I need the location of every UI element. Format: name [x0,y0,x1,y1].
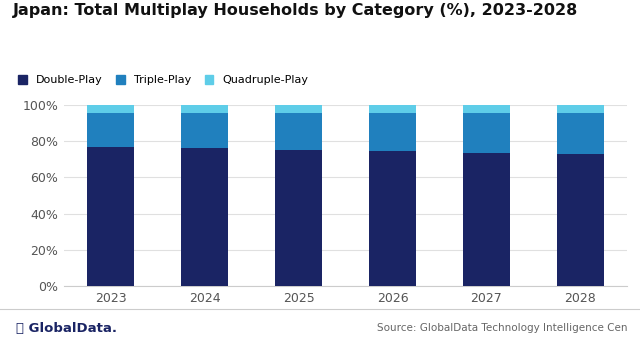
Text: Japan: Total Multiplay Households by Category (%), 2023-2028: Japan: Total Multiplay Households by Cat… [13,3,578,18]
Bar [369,151,416,286]
Bar [275,149,322,286]
Bar [557,105,604,113]
Bar [181,148,228,286]
Bar [88,147,134,286]
Bar [463,153,510,286]
Legend: Double-Play, Triple-Play, Quadruple-Play: Double-Play, Triple-Play, Quadruple-Play [19,75,308,86]
Bar [463,105,510,113]
Text: ⓘ GlobalData.: ⓘ GlobalData. [16,321,117,335]
Bar [275,105,322,113]
Bar [88,105,134,113]
Text: Source: GlobalData Technology Intelligence Cen: Source: GlobalData Technology Intelligen… [377,323,627,333]
Bar [88,113,134,147]
Bar [275,113,322,149]
Bar [369,113,416,151]
Bar [557,154,604,286]
Bar [181,105,228,113]
Bar [557,113,604,154]
Bar [181,113,228,148]
Bar [369,105,416,113]
Bar [463,113,510,153]
